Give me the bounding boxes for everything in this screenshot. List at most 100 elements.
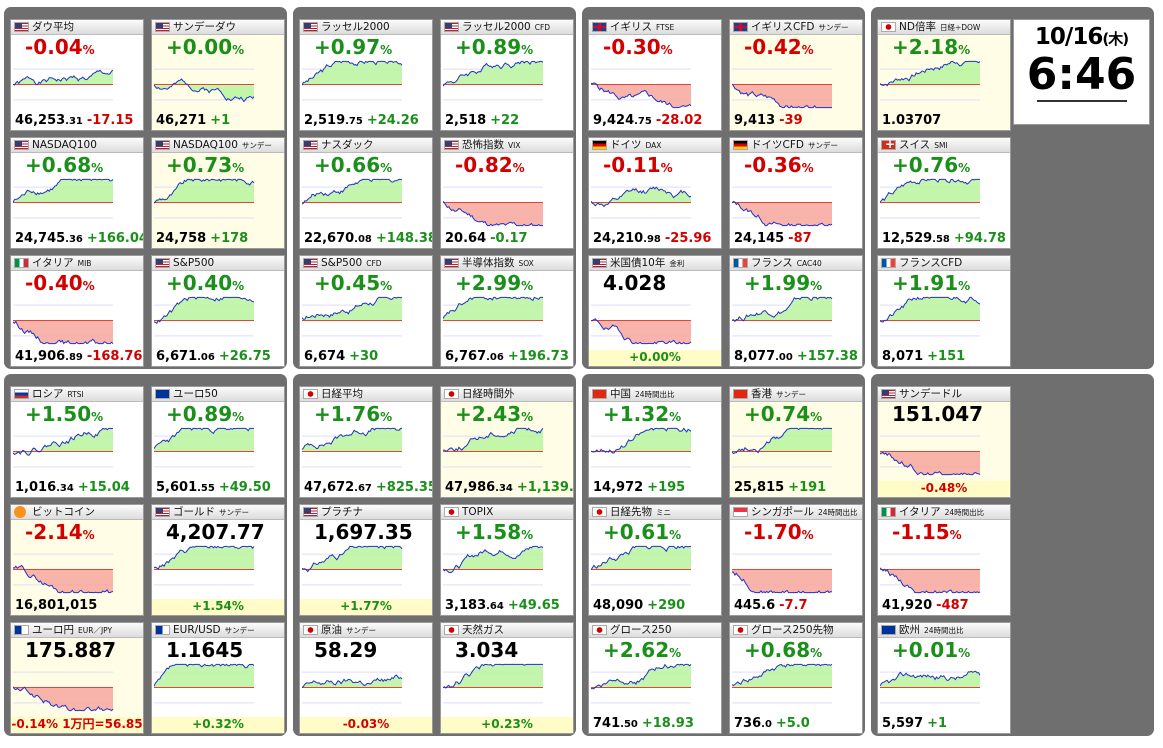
- sparkline-chart: [13, 427, 114, 468]
- market-tile[interactable]: 香港 サンデー +0.74% 25,815 +191: [729, 386, 863, 498]
- tile-price: 6,671: [156, 349, 198, 364]
- tile-change-pct: -0.11%: [603, 153, 673, 177]
- it-flag-icon: [14, 258, 29, 268]
- market-tile[interactable]: NASDAQ100 サンデー +0.73% 24,758 +178: [151, 137, 285, 249]
- tile-subname: 24時間出比: [924, 626, 964, 635]
- tile-footer: 16,801,015: [15, 598, 101, 613]
- tile-change-pct: -1.15%: [892, 520, 962, 544]
- tile-delta: +191: [788, 480, 827, 495]
- tile-header: ユーロ円 EUR／JPY: [11, 623, 143, 638]
- tile-header: 中国 24時間出比: [589, 387, 721, 402]
- tile-header: グロース250先物: [730, 623, 862, 638]
- sparkline-chart: [880, 60, 981, 101]
- tile-delta: +18.93: [641, 716, 694, 731]
- tile-footer: 48,090 +290: [593, 598, 685, 613]
- tile-price: 4,207.77: [166, 520, 265, 544]
- market-tile[interactable]: TOPIX +1.58% 3,183.64 +49.65: [440, 504, 574, 616]
- market-tile[interactable]: 米国債10年 金利 4.028 +0.00%: [588, 255, 722, 367]
- tile-name: シンガポール: [751, 506, 814, 518]
- tile-header: NASDAQ100 サンデー: [152, 138, 284, 153]
- tile-price: 175.887: [25, 638, 117, 662]
- market-tile[interactable]: フランスCFD +1.91% 8,071 +151: [877, 255, 1011, 367]
- tile-header: ND倍率 日経÷DOW: [878, 20, 1010, 35]
- sparkline-chart: [302, 427, 402, 468]
- market-tile[interactable]: 恐怖指数 VIX -0.82% 20.64 -0.17: [440, 137, 574, 249]
- market-tile[interactable]: 日経先物 ミニ +0.61% 48,090 +290: [588, 504, 722, 616]
- tile-header: グロース250: [589, 623, 721, 638]
- market-tile[interactable]: プラチナ 1,697.35 +1.77%: [299, 504, 433, 616]
- tile-subname: RTSI: [67, 390, 84, 399]
- market-tile[interactable]: 中国 24時間出比 +1.32% 14,972 +195: [588, 386, 722, 498]
- market-tile[interactable]: NASDAQ100 +0.68% 24,745.36 +166.04: [10, 137, 144, 249]
- tile-name: EUR/USD: [173, 624, 221, 636]
- tile-price-decimal: .36: [65, 234, 83, 245]
- market-tile[interactable]: ラッセル2000 +0.97% 2,519.75 +24.26: [299, 19, 433, 131]
- us-flag-icon: [303, 140, 318, 150]
- tile-change-pct: +1.99%: [744, 271, 823, 295]
- market-tile[interactable]: イタリア MIB -0.40% 41,906.89 -168.76: [10, 255, 144, 367]
- tile-footer: 1.03707: [882, 113, 945, 128]
- jp-flag-icon: [733, 625, 748, 635]
- market-tile[interactable]: 原油 サンデー 58.29 -0.03%: [299, 622, 433, 734]
- tile-price: 24,145: [734, 231, 785, 246]
- tile-change-pct: +0.68%: [744, 638, 823, 662]
- tile-name: ドイツCFD: [751, 139, 804, 151]
- market-tile[interactable]: 日経時間外 +2.43% 47,986.34+1,139.02: [440, 386, 574, 498]
- us-flag-icon: [444, 140, 459, 150]
- market-tile[interactable]: フランス CAC40 +1.99% 8,077.00 +157.38: [729, 255, 863, 367]
- tile-change-pct: +1.58%: [455, 520, 534, 544]
- uk-flag-icon: [592, 22, 607, 32]
- tile-name: ドイツ: [610, 139, 642, 151]
- fr-flag-icon: [881, 258, 896, 268]
- market-tile[interactable]: ゴールド サンデー 4,207.77 +1.54%: [151, 504, 285, 616]
- market-tile[interactable]: ロシア RTSI +1.50% 1,016.34 +15.04: [10, 386, 144, 498]
- market-tile[interactable]: 半導体指数 SOX +2.99% 6,767.06 +196.73: [440, 255, 574, 367]
- market-tile[interactable]: ビットコイン -2.14% 16,801,015: [10, 504, 144, 616]
- tile-subname: サンデー: [818, 23, 849, 32]
- market-tile[interactable]: ドイツ DAX -0.11% 24,210.98 -25.96: [588, 137, 722, 249]
- tile-price: 3,183: [445, 598, 487, 613]
- tile-name: 原油: [321, 624, 342, 636]
- tile-header: 原油 サンデー: [300, 623, 432, 638]
- market-tile[interactable]: シンガポール 24時間出比 -1.70% 445.6 -7.7: [729, 504, 863, 616]
- tile-footer: 24,210.98 -25.96: [593, 231, 711, 246]
- us-flag-icon: [155, 22, 170, 32]
- tile-footer: 5,597 +1: [882, 716, 947, 731]
- tile-delta: -28.02: [655, 113, 703, 128]
- market-tile[interactable]: サンデーダウ +0.00% 46,271 +1: [151, 19, 285, 131]
- market-tile[interactable]: 欧州 24時間出比 +0.01% 5,597 +1: [877, 622, 1011, 734]
- market-tile[interactable]: 天然ガス 3.034 +0.23%: [440, 622, 574, 734]
- market-tile[interactable]: ダウ平均 -0.04% 46,253.31 -17.15: [10, 19, 144, 131]
- tile-change-pct: -2.14%: [25, 520, 95, 544]
- tile-footer: 1,016.34 +15.04: [15, 480, 130, 495]
- market-tile[interactable]: ドイツCFD サンデー -0.36% 24,145 -87: [729, 137, 863, 249]
- tile-header: 米国債10年 金利: [589, 256, 721, 271]
- tile-footer: 47,986.34+1,139.02: [445, 480, 573, 495]
- market-tile[interactable]: S&P500 +0.40% 6,671.06 +26.75: [151, 255, 285, 367]
- market-tile[interactable]: 日経平均 +1.76% 47,672.67 +825.35: [299, 386, 433, 498]
- sparkline-chart: [591, 427, 692, 468]
- market-tile[interactable]: ラッセル2000 CFD +0.89% 2,518 +22: [440, 19, 574, 131]
- tile-change-pct: +0.68%: [25, 153, 104, 177]
- market-tile[interactable]: イタリア 24時間出比 -1.15% 41,920 -487: [877, 504, 1011, 616]
- sparkline-chart: [302, 60, 403, 101]
- tile-change-pct: +2.62%: [603, 638, 682, 662]
- market-tile[interactable]: イギリス FTSE -0.30% 9,424.75 -28.02: [588, 19, 722, 131]
- market-tile[interactable]: イギリスCFD サンデー -0.42% 9,413 -39: [729, 19, 863, 131]
- market-tile[interactable]: グロース250 +2.62% 741.50 +18.93: [588, 622, 722, 734]
- market-tile[interactable]: サンデードル 151.047 -0.48%: [877, 386, 1011, 498]
- market-tile[interactable]: グロース250先物 +0.68% 736.0 +5.0: [729, 622, 863, 734]
- market-tile[interactable]: ND倍率 日経÷DOW +2.18% 1.03707: [877, 19, 1011, 131]
- tile-change-pct: +1.91%: [892, 271, 971, 295]
- tile-price: 14,972: [593, 480, 644, 495]
- market-tile[interactable]: EUR/USD サンデー 1.1645 +0.32%: [151, 622, 285, 734]
- tile-header: イタリア 24時間出比: [878, 505, 1010, 520]
- market-tile[interactable]: ナスダック +0.66% 22,670.08 +148.38: [299, 137, 433, 249]
- market-tile[interactable]: S&P500 CFD +0.45% 6,674 +30: [299, 255, 433, 367]
- market-tile[interactable]: ユーロ50 +0.89% 5,601.55 +49.50: [151, 386, 285, 498]
- us-flag-icon: [303, 22, 318, 32]
- tile-change-pct: +0.74%: [744, 402, 823, 426]
- jp-flag-icon: [444, 389, 459, 399]
- market-tile[interactable]: ユーロ円 EUR／JPY 175.887 -0.14% 1万円=56.85: [10, 622, 144, 734]
